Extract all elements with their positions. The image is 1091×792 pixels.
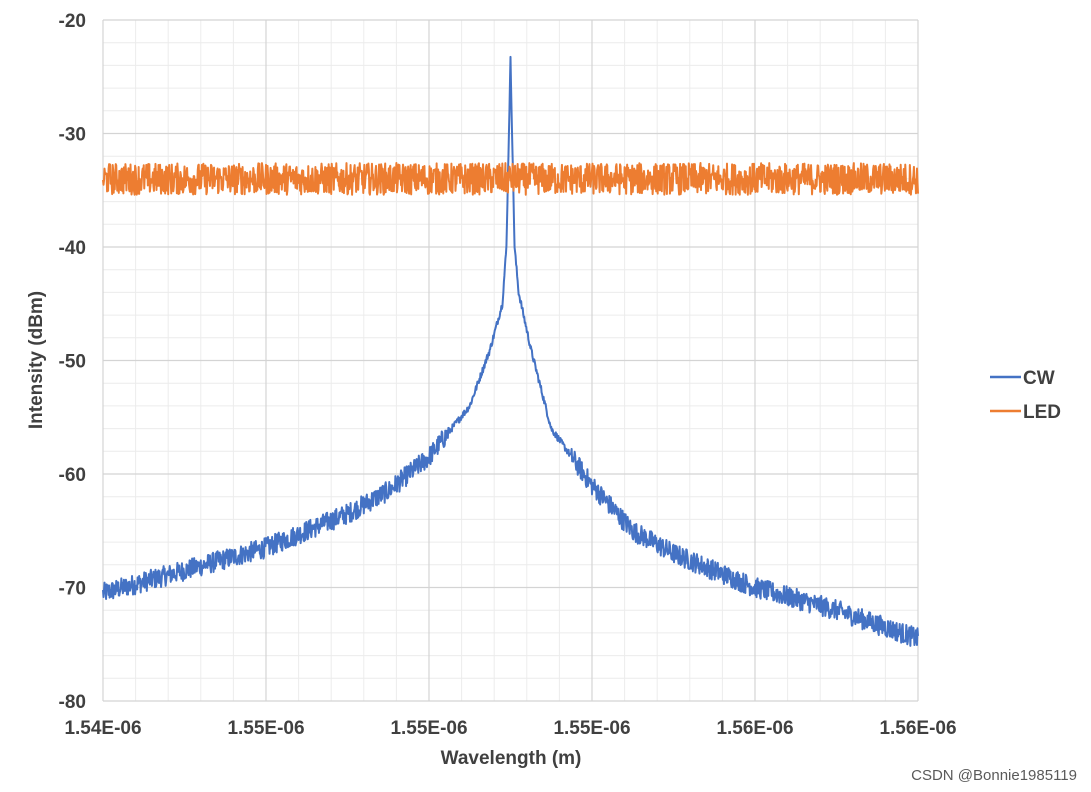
y-tick-label: -30	[59, 125, 86, 146]
y-tick-labels: -20 -30 -40 -50 -60 -70 -80	[59, 11, 86, 713]
series-line-led	[102, 162, 919, 196]
series-group	[102, 55, 919, 647]
y-tick-label: -70	[59, 579, 86, 600]
legend: CW LED	[990, 368, 1061, 423]
x-tick-label: 1.55E-06	[390, 718, 467, 739]
series-line-cw	[102, 55, 919, 647]
y-tick-label: -50	[59, 352, 86, 373]
legend-label-led: LED	[1023, 402, 1061, 423]
x-tick-labels: 1.54E-06 1.55E-06 1.55E-06 1.55E-06 1.56E-06…	[64, 718, 956, 739]
legend-label-cw: CW	[1023, 368, 1055, 389]
y-tick-label: -80	[59, 692, 86, 713]
x-tick-label: 1.56E-06	[879, 718, 956, 739]
y-tick-label: -40	[59, 238, 86, 259]
watermark-text: CSDN @Bonnie1985119	[911, 767, 1077, 784]
x-tick-label: 1.55E-06	[553, 718, 630, 739]
grid	[102, 19, 919, 702]
y-tick-label: -20	[59, 11, 86, 32]
x-axis-title: Wavelength (m)	[441, 748, 582, 769]
x-tick-label: 1.54E-06	[64, 718, 141, 739]
y-axis-title: Intensity (dBm)	[26, 291, 47, 429]
x-tick-label: 1.55E-06	[227, 718, 304, 739]
x-tick-label: 1.56E-06	[716, 718, 793, 739]
y-tick-label: -60	[59, 465, 86, 486]
